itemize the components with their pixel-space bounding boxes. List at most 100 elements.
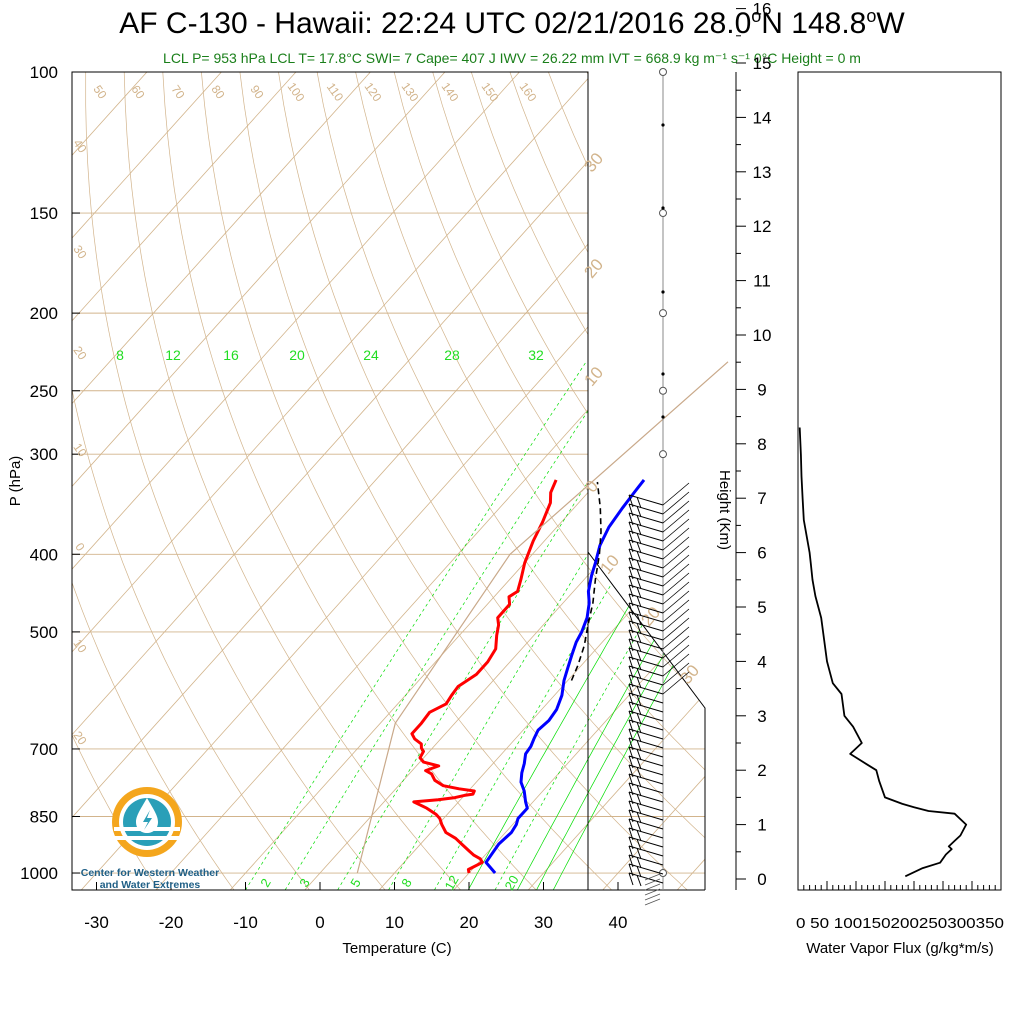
wind-barb-tail (644, 878, 661, 886)
wind-barb-flag (636, 802, 642, 815)
dry-adiabat (278, 72, 705, 839)
theta-label: 80 (208, 83, 227, 102)
wind-barb-shaft (662, 644, 690, 668)
x-tick-label: 30 (534, 913, 553, 932)
wind-barb (628, 872, 664, 887)
dry-adiabat (857, 72, 1024, 890)
mixing-ratio-label: 20 (501, 873, 521, 893)
wind-barb-flag (636, 838, 642, 851)
wind-barb-shaft (662, 635, 690, 659)
wind-barb-shaft (628, 647, 664, 659)
wind-barb-flag (628, 872, 634, 886)
theta-label: 90 (247, 83, 266, 102)
wind-barb-shaft (628, 710, 664, 722)
isotherm-label: 20 (70, 344, 89, 363)
wind-barb-shaft (662, 482, 690, 506)
x-tick-label: -20 (159, 913, 184, 932)
wind-barb-shaft (628, 512, 664, 524)
dewpoint-line (484, 478, 646, 874)
wind-calm-circle (659, 386, 667, 395)
wind-barb-shaft (628, 674, 664, 686)
dry-adiabat (162, 72, 537, 890)
wind-barb-shaft (628, 863, 664, 875)
wind-barb (628, 491, 690, 518)
flux-x-axis-label: Water Vapor Flux (g/kg*m/s) (806, 940, 994, 957)
wind-barb-shaft (662, 491, 690, 515)
wind-barb-flag (636, 559, 642, 572)
isotherm-label: 10 (70, 441, 89, 460)
wind-barb (628, 590, 690, 617)
isotherm-line (72, 72, 595, 653)
theta-label: 110 (324, 80, 347, 104)
mixing-ratio-label: 3 (296, 876, 313, 890)
y-tick-label: 500 (30, 623, 58, 642)
wind-barb-shaft (628, 764, 664, 776)
theta-label: 130 (399, 80, 422, 105)
wind-barb (628, 791, 664, 806)
height-tick-label: 16 (753, 0, 772, 19)
wind-barb-shaft (628, 665, 664, 677)
dry-adiabat (316, 72, 705, 771)
wind-barb-shaft (628, 773, 664, 785)
wind-barb-flag (636, 631, 642, 644)
wind-barb-shaft (662, 626, 690, 650)
wind-barb-shaft (662, 572, 690, 596)
height-tick-label: 15 (753, 54, 772, 73)
y-tick-label: 150 (30, 204, 58, 223)
dry-adiabat (393, 72, 705, 636)
wind-barb-shaft (628, 800, 664, 812)
mixing-ratio-label: 12 (165, 347, 181, 363)
y-tick-label: 400 (30, 545, 58, 564)
wind-barb-flag (636, 667, 642, 680)
wind-barb-flag (636, 694, 642, 707)
wind-barb-flag (636, 514, 642, 527)
wind-barb (628, 572, 690, 599)
dry-adiabat (741, 72, 1024, 890)
isotherm-line (72, 72, 669, 736)
wind-barb-flag (636, 775, 642, 788)
height-tick-label: 8 (757, 435, 766, 454)
wind-barb-shaft (628, 575, 664, 587)
mixing-ratio-label: 2 (257, 876, 274, 890)
x-tick-label: 40 (609, 913, 628, 932)
x-tick-label: 10 (385, 913, 404, 932)
wind-barb-shaft (628, 845, 664, 857)
wind-barb-shaft (628, 566, 664, 578)
isotherm-line (453, 610, 705, 890)
wind-barb-shaft (662, 563, 690, 587)
logo-line-2: and Water Extremes (99, 879, 201, 891)
wind-barb-shaft (628, 683, 664, 695)
wind-barb-tail (644, 898, 661, 906)
wind-calm-circle (659, 209, 667, 218)
wind-barb-flag (636, 811, 642, 824)
wind-barb-shaft (662, 653, 690, 677)
x-tick-label: 20 (460, 913, 479, 932)
wind-barb-flag (636, 793, 642, 806)
wind-barb-shaft (628, 737, 664, 749)
x-axis-label: Temperature (C) (342, 940, 451, 957)
mixing-ratio-line (494, 515, 705, 890)
wind-barb-flag (636, 658, 642, 671)
isotherm-line (72, 72, 297, 322)
wind-barb-shaft (628, 872, 664, 884)
wind-barb (628, 800, 664, 815)
dry-adiabat (934, 72, 1024, 890)
y-tick-label: 1000 (20, 864, 58, 883)
dry-adiabat (818, 72, 1024, 890)
mixing-ratio-line (284, 361, 621, 890)
wind-barb-shaft (628, 719, 664, 731)
title-degree-2: o (866, 6, 877, 26)
isotherm-line (72, 72, 371, 405)
height-tick-label: 2 (757, 761, 766, 780)
wind-barb-flag (636, 739, 642, 752)
mixing-ratio-label: 16 (223, 347, 239, 363)
wind-barb-shaft (628, 521, 664, 533)
wind-barb-flag (636, 874, 642, 887)
wind-barb (628, 692, 664, 707)
mixing-ratio-label: 12 (441, 873, 461, 893)
wind-barb-flag (636, 865, 642, 878)
mixing-ratio-label: 8 (116, 347, 124, 363)
wind-barb-shaft (628, 638, 664, 650)
wind-barb-shaft (662, 500, 690, 524)
